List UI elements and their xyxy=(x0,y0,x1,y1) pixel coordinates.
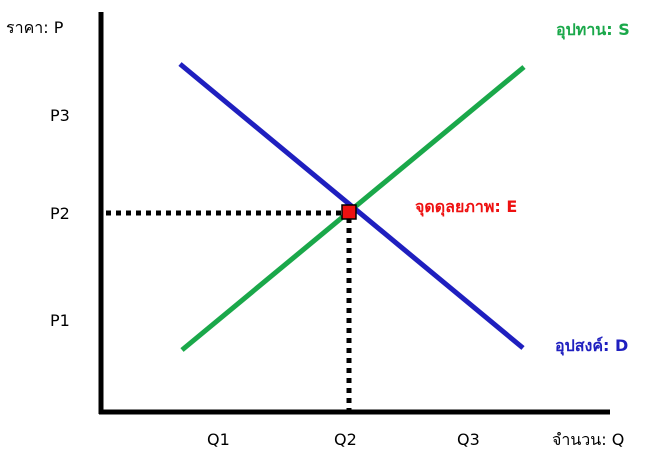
supply-label: อุปทาน: S xyxy=(556,20,630,40)
equilibrium-label: จุดดุลยภาพ: E xyxy=(415,197,517,217)
quantity-tick-q3: Q3 xyxy=(457,430,480,449)
price-tick-p2: P2 xyxy=(50,204,70,223)
price-tick-p1: P1 xyxy=(50,311,70,330)
y-axis-label: ราคา: P xyxy=(6,18,64,37)
quantity-tick-q2: Q2 xyxy=(334,430,357,449)
quantity-tick-q1: Q1 xyxy=(207,430,230,449)
demand-label: อุปสงค์: D xyxy=(555,336,628,356)
price-tick-p3: P3 xyxy=(50,106,70,125)
x-axis-label: จำนวน: Q xyxy=(552,430,624,449)
equilibrium-point xyxy=(341,204,357,220)
